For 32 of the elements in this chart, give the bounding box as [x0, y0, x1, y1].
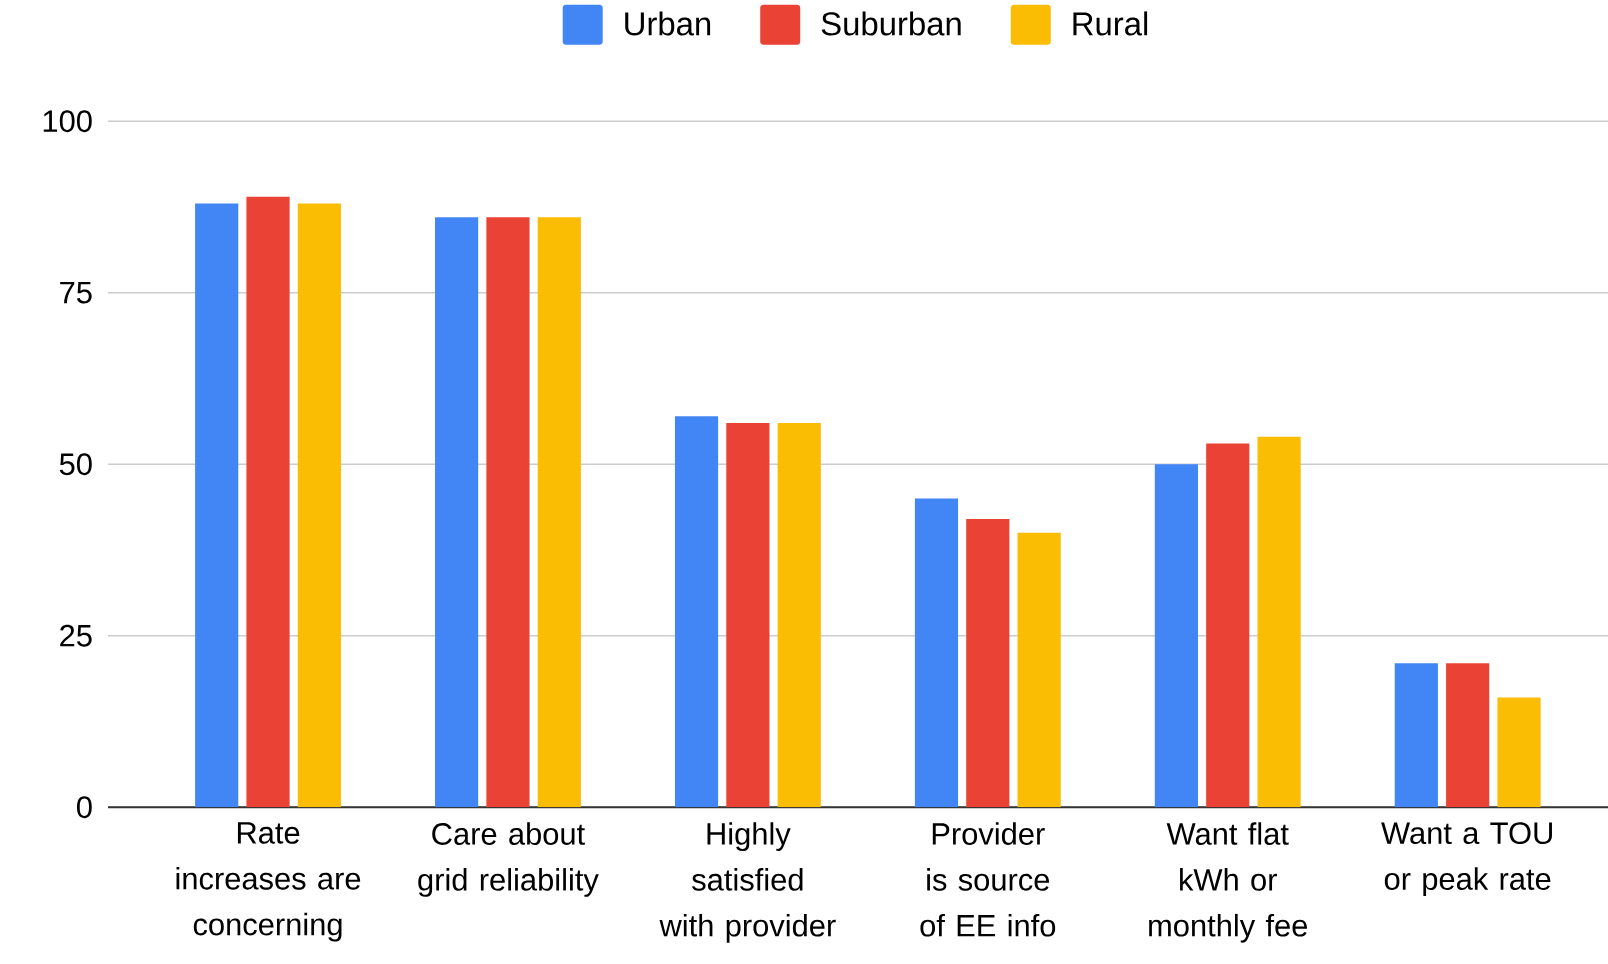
- bar: [1206, 443, 1250, 808]
- bar: [777, 423, 821, 808]
- bar: [1017, 532, 1061, 808]
- bar: [1394, 663, 1438, 808]
- y-tick-label: 100: [43, 110, 92, 133]
- bar: [1257, 436, 1301, 808]
- x-tick-label: Highly satisfied with provider: [659, 822, 836, 943]
- bar: [674, 416, 719, 808]
- x-tick-label: Care about grid reliability: [418, 822, 599, 897]
- bar: [1446, 663, 1490, 808]
- legend-label: Urban: [625, 11, 711, 36]
- x-tick-label: Want flat kWh or monthly fee: [1149, 822, 1308, 943]
- legend-label: Rural: [1073, 11, 1148, 36]
- legend-label: Suburban: [821, 11, 961, 36]
- bar: [914, 498, 959, 808]
- y-tick-label: 50: [59, 453, 92, 476]
- bar: [1154, 464, 1198, 808]
- bar: [195, 203, 239, 808]
- bar: [537, 217, 581, 808]
- x-tick-label: Provider is source of EE info: [920, 822, 1056, 937]
- bar: [1497, 697, 1541, 808]
- y-tick-label: 25: [60, 624, 92, 647]
- bar: [297, 203, 341, 808]
- bar: [726, 423, 770, 808]
- y-tick-label: 0: [77, 796, 92, 819]
- bar: [435, 217, 479, 808]
- bar: [486, 217, 530, 808]
- x-tick-label: Rate increases are concerning: [176, 822, 361, 942]
- x-tick-label: Want a TOU or peak rate: [1381, 822, 1552, 897]
- y-tick-label: 75: [60, 281, 92, 304]
- bar: [966, 519, 1010, 808]
- bar: [246, 196, 290, 808]
